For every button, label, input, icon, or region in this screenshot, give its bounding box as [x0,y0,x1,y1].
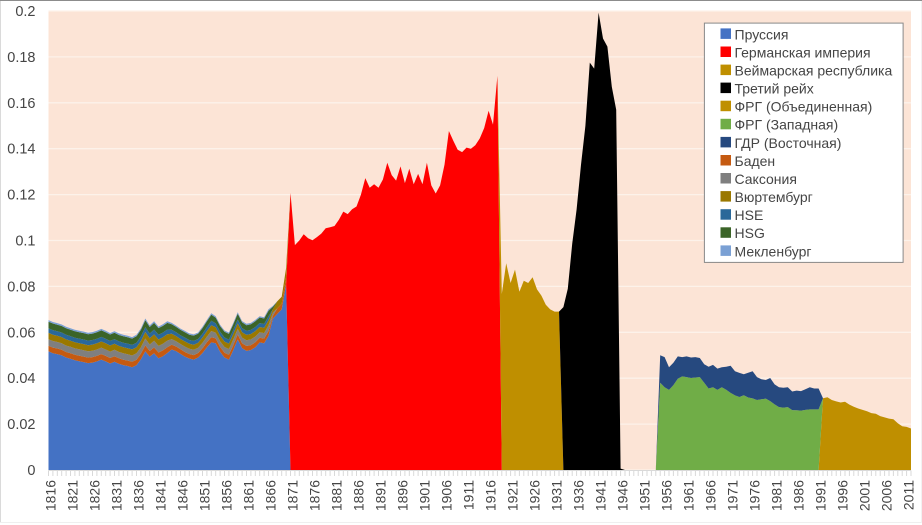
svg-text:1891: 1891 [373,480,389,511]
svg-text:2006: 2006 [879,480,895,511]
svg-text:Веймарская республика: Веймарская республика [735,63,893,79]
svg-text:1881: 1881 [329,480,345,511]
svg-text:1901: 1901 [417,480,433,511]
svg-text:1841: 1841 [153,480,169,511]
svg-text:Пруссия: Пруссия [735,26,789,42]
svg-text:0.1: 0.1 [15,234,35,250]
svg-text:1856: 1856 [219,480,235,511]
svg-text:HSE: HSE [735,207,764,223]
svg-text:0.12: 0.12 [7,188,35,204]
svg-text:1876: 1876 [307,480,323,511]
svg-text:0.04: 0.04 [7,371,35,387]
svg-text:Германская империя: Германская империя [735,44,871,60]
svg-text:1906: 1906 [439,480,455,511]
svg-text:1871: 1871 [285,480,301,511]
svg-text:ФРГ (Объединенная): ФРГ (Объединенная) [735,99,873,115]
svg-text:0.06: 0.06 [7,325,35,341]
svg-text:Баден: Баден [735,153,776,169]
svg-text:Мекленбург: Мекленбург [735,243,812,259]
svg-text:2001: 2001 [857,480,873,511]
svg-text:0.02: 0.02 [7,417,35,433]
svg-text:1851: 1851 [197,480,213,511]
svg-text:0: 0 [27,463,35,479]
svg-text:1941: 1941 [593,480,609,511]
svg-text:1916: 1916 [483,480,499,511]
svg-text:1921: 1921 [505,480,521,511]
svg-text:Вюртембург: Вюртембург [735,189,813,205]
svg-text:1846: 1846 [175,480,191,511]
svg-text:Саксония: Саксония [735,171,797,187]
svg-text:1936: 1936 [571,480,587,511]
svg-text:1911: 1911 [461,480,477,510]
svg-text:1831: 1831 [109,480,125,511]
svg-text:0.16: 0.16 [7,96,35,112]
svg-text:1956: 1956 [659,480,675,511]
svg-text:1861: 1861 [241,480,257,511]
svg-text:ФРГ (Западная): ФРГ (Западная) [735,117,839,133]
svg-text:1966: 1966 [703,480,719,511]
svg-text:2011: 2011 [901,480,917,510]
svg-text:1946: 1946 [615,480,631,511]
svg-text:HSG: HSG [735,225,765,241]
svg-text:1926: 1926 [527,480,543,511]
svg-text:1981: 1981 [769,480,785,511]
svg-text:0.2: 0.2 [15,4,35,20]
svg-text:1836: 1836 [131,480,147,511]
svg-text:1961: 1961 [681,480,697,511]
svg-text:1866: 1866 [263,480,279,511]
svg-text:1986: 1986 [791,480,807,511]
svg-text:0.08: 0.08 [7,279,35,295]
svg-text:0.14: 0.14 [7,142,35,158]
svg-text:1931: 1931 [549,480,565,511]
svg-text:1971: 1971 [725,480,741,511]
svg-text:1951: 1951 [637,480,653,511]
svg-text:1826: 1826 [87,480,103,511]
svg-text:0.18: 0.18 [7,50,35,66]
svg-text:1816: 1816 [43,480,59,511]
svg-text:1991: 1991 [813,480,829,511]
svg-text:Третий рейх: Третий рейх [735,81,814,97]
svg-text:1996: 1996 [835,480,851,511]
svg-text:1896: 1896 [395,480,411,511]
svg-text:1886: 1886 [351,480,367,511]
svg-text:ГДР (Восточная): ГДР (Восточная) [735,135,842,151]
svg-text:1821: 1821 [65,480,81,511]
svg-text:1976: 1976 [747,480,763,511]
